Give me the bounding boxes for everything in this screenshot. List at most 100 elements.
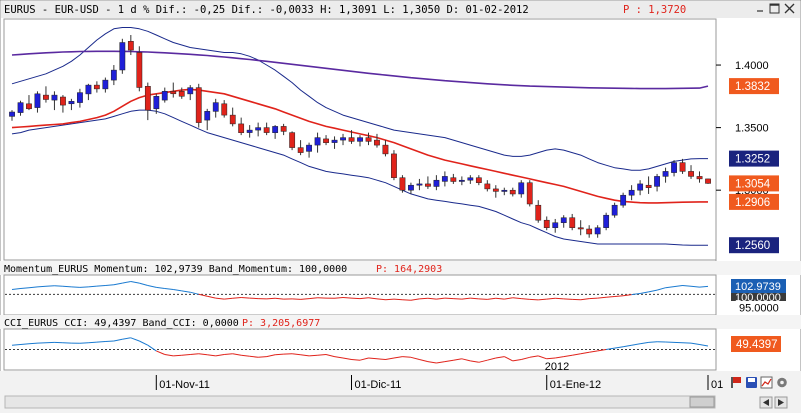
- price-badge: 1.3252: [729, 151, 779, 167]
- price-badge: 1.3832: [729, 78, 779, 94]
- price-badge-label: 1.2560: [735, 240, 770, 252]
- momentum-line-segment: [292, 299, 301, 300]
- cci-line-segment: [352, 360, 361, 361]
- cci-line-segment: [258, 357, 267, 358]
- candle-body: [519, 183, 524, 194]
- candle-body: [103, 80, 108, 89]
- candle-body: [239, 124, 244, 133]
- momentum-line-segment: [63, 286, 72, 287]
- momentum-line-segment: [241, 298, 250, 299]
- candle: [400, 175, 405, 193]
- disk-icon[interactable]: [746, 377, 757, 388]
- momentum-line-segment: [54, 286, 63, 287]
- cci-line-segment: [402, 357, 411, 358]
- candle-body: [688, 171, 693, 176]
- momentum-badge: 102.9739: [731, 279, 786, 293]
- scroll-right-icon[interactable]: [775, 397, 787, 408]
- time-tick-label: 01-Nov-11: [159, 379, 210, 391]
- candle-body: [111, 70, 116, 80]
- candle-body: [485, 184, 490, 189]
- candle-body: [570, 218, 575, 228]
- candle-body: [43, 95, 48, 99]
- candle-body: [264, 128, 269, 133]
- price-badge-label: 1.3054: [735, 178, 771, 190]
- cci-line-segment: [318, 355, 326, 356]
- momentum-line-segment: [71, 287, 80, 288]
- candle-body: [578, 228, 583, 229]
- momentum-band-badge: 100.0000: [731, 292, 786, 304]
- momentum-line-segment: [267, 298, 276, 299]
- candle-body: [18, 103, 23, 113]
- candle-body: [425, 184, 430, 187]
- candle-body: [60, 97, 65, 105]
- candle-body: [26, 104, 31, 109]
- candle-body: [527, 183, 532, 204]
- momentum-line-segment: [419, 298, 428, 299]
- cci-line-segment: [377, 359, 386, 360]
- momentum-line-segment: [250, 298, 258, 299]
- time-tick-label: 01-Dic-11: [355, 379, 402, 391]
- candle-body: [145, 86, 150, 110]
- candle-body: [9, 112, 14, 116]
- candle-body: [612, 205, 617, 215]
- candle: [120, 39, 125, 74]
- title-text: EURUS - EUR-USD - 1 d % Dif.: -0,25 Dif.…: [4, 4, 529, 16]
- candle-body: [52, 95, 57, 100]
- candle-body: [120, 43, 125, 71]
- price-badge: 1.2906: [729, 194, 779, 210]
- candle: [196, 84, 201, 128]
- candle-body: [621, 195, 626, 205]
- candle-body: [400, 178, 405, 191]
- candle-body: [663, 171, 668, 176]
- candle-body: [230, 115, 235, 124]
- candle-body: [595, 228, 600, 234]
- scroll-left-icon[interactable]: [760, 397, 772, 408]
- candle-body: [77, 93, 82, 103]
- candle: [527, 180, 532, 206]
- candle-body: [128, 41, 133, 50]
- candle-body: [536, 205, 541, 220]
- candle-body: [374, 140, 379, 145]
- candle-body: [247, 130, 252, 133]
- candle-body: [468, 178, 473, 181]
- momentum-line-segment: [97, 286, 106, 287]
- candle-body: [629, 190, 634, 195]
- minimize-button[interactable]: [755, 4, 765, 14]
- chart-icon[interactable]: [761, 377, 772, 388]
- candle-body: [290, 133, 295, 148]
- candle-body: [697, 176, 702, 179]
- candle: [604, 213, 609, 231]
- momentum-line-segment: [555, 298, 564, 299]
- momentum-line-segment: [386, 299, 395, 300]
- candle-body: [476, 178, 481, 183]
- cci-badge-label: 49.4397: [736, 339, 778, 351]
- momentum-line-segment: [402, 300, 411, 301]
- candle-body: [366, 138, 371, 142]
- candle-body: [205, 111, 210, 120]
- candle: [391, 150, 396, 180]
- cci-line-segment: [80, 343, 89, 344]
- cci-line-segment: [649, 342, 658, 343]
- cci-line-segment: [97, 342, 106, 343]
- candle-body: [705, 179, 710, 184]
- candle-body: [315, 138, 320, 146]
- candle-body: [171, 91, 176, 94]
- momentum-line-segment: [479, 299, 488, 300]
- candle-body: [493, 189, 498, 192]
- gear-icon[interactable]: [777, 378, 787, 388]
- candle-body: [179, 91, 184, 96]
- candle-body: [332, 140, 337, 143]
- price-badge-label: 1.3832: [735, 81, 770, 93]
- horizontal-scrollbar[interactable]: [5, 396, 715, 408]
- cci-line-segment: [29, 343, 38, 344]
- candle-body: [417, 184, 422, 185]
- cci-badge: 49.4397: [731, 336, 781, 352]
- candle-body: [154, 96, 159, 109]
- time-tick-label: 01-Ene-12: [550, 379, 601, 391]
- price-badge: 1.3054: [729, 175, 779, 191]
- cci-line-segment: [88, 342, 97, 343]
- momentum-last-label: P: 164,2903: [376, 264, 442, 275]
- momentum-tick-label: 95.0000: [739, 303, 779, 315]
- candle-body: [323, 139, 328, 143]
- momentum-line-segment: [453, 299, 462, 300]
